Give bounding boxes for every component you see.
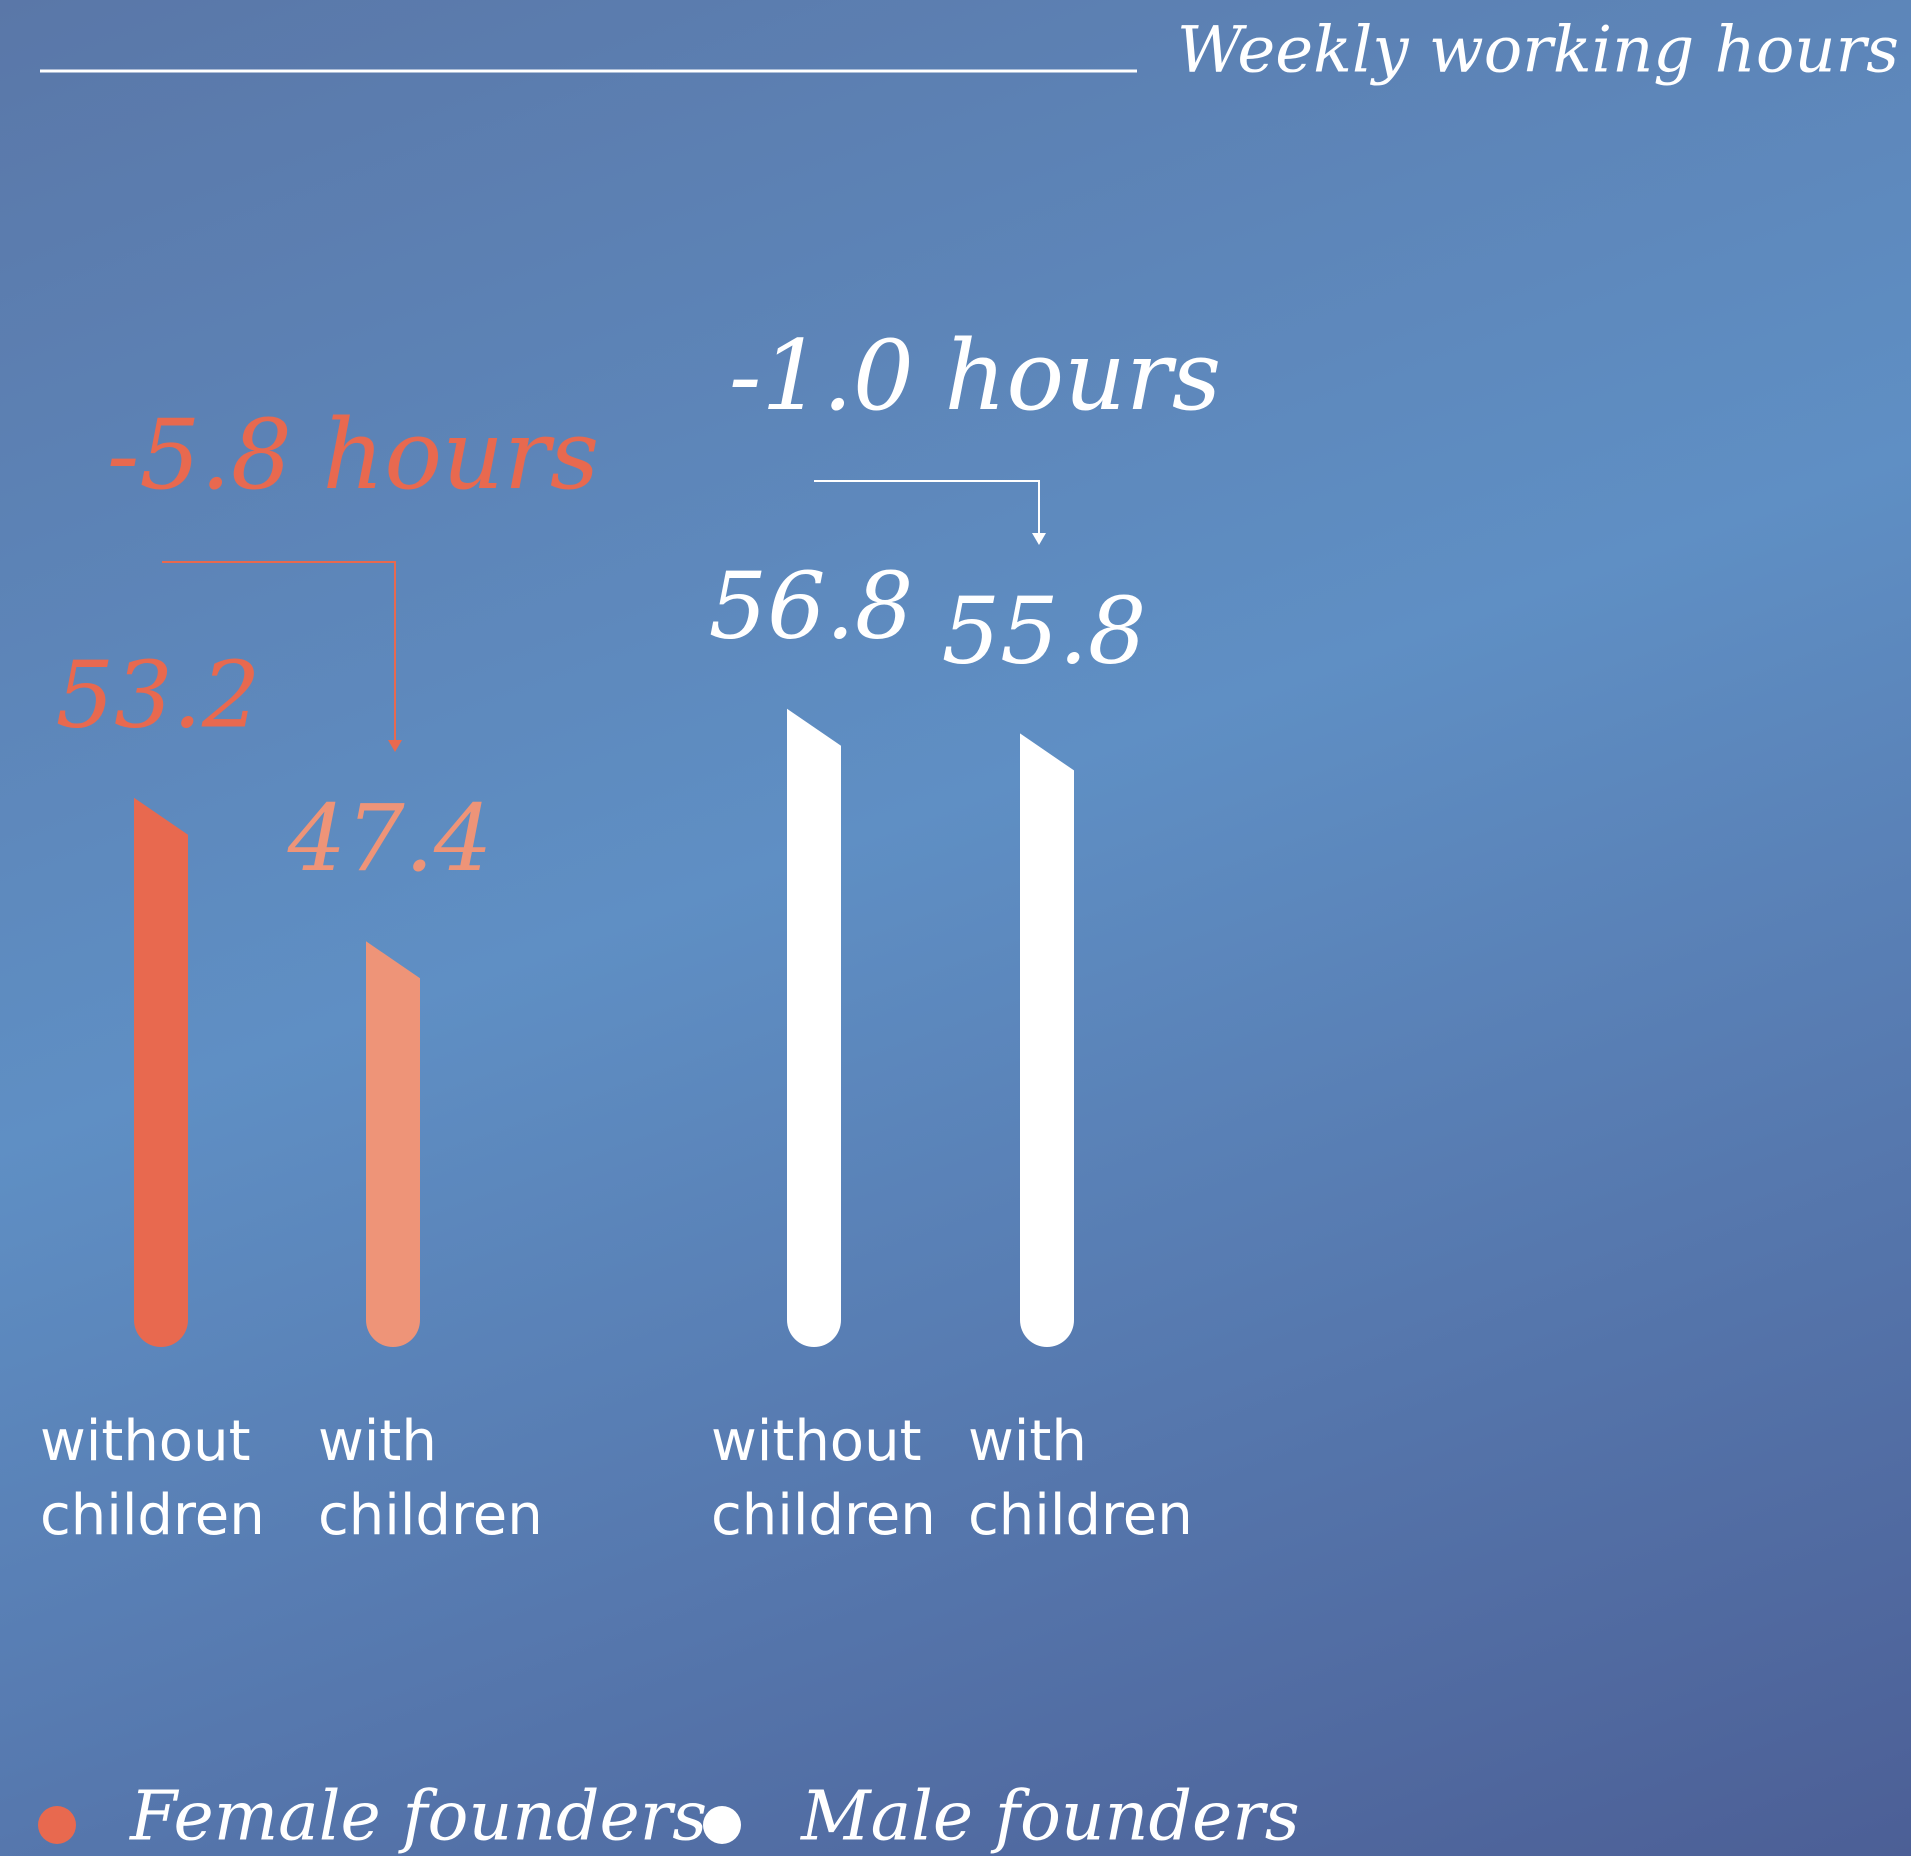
arrow-head: [1032, 533, 1046, 545]
x-tick-label: with children: [318, 1409, 543, 1548]
arrow-head: [388, 740, 402, 752]
bar: [787, 708, 841, 1347]
annotation: -1.0 hours: [729, 320, 1221, 432]
value-label: 56.8: [709, 553, 914, 660]
annotation: -5.8 hours: [107, 399, 599, 511]
x-tick-label: with children: [968, 1409, 1193, 1548]
chart-title: Weekly working hours: [1177, 14, 1899, 88]
bar: [134, 797, 188, 1347]
x-tick-label: without children: [711, 1409, 936, 1548]
value-label: 55.8: [942, 577, 1147, 684]
legend-marker: [703, 1806, 741, 1844]
bar: [366, 941, 420, 1347]
bar: [1020, 733, 1074, 1347]
legend-marker: [38, 1806, 76, 1844]
legend-label: Male founders: [799, 1778, 1300, 1856]
legend-label: Female founders: [128, 1778, 707, 1856]
x-tick-label: without children: [40, 1409, 265, 1548]
bracket: [814, 480, 1040, 535]
bracket: [162, 561, 396, 742]
value-label: 47.4: [287, 785, 493, 892]
value-label: 53.2: [56, 642, 261, 749]
